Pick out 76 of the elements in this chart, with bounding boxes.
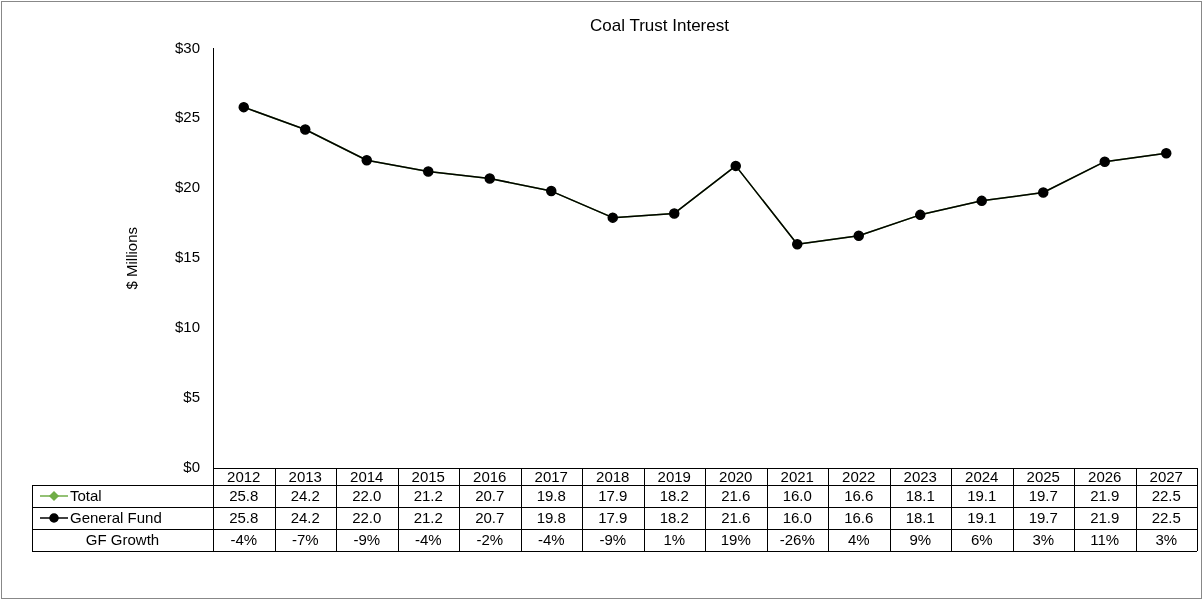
data-label: 22.5 xyxy=(1151,487,1181,505)
x-tick-label: 2013 xyxy=(288,467,322,485)
x-tick-label: 2017 xyxy=(534,467,568,485)
data-label: 21.6 xyxy=(721,509,751,527)
data-label: 18.1 xyxy=(905,487,935,505)
x-tick-label: 2023 xyxy=(903,467,937,485)
data-label: 21.2 xyxy=(413,487,443,505)
text: -4% xyxy=(414,531,442,549)
y-tick-label: $20 xyxy=(174,178,200,196)
text: 4% xyxy=(847,531,870,549)
x-tick-label: 2020 xyxy=(719,467,753,485)
text: -9% xyxy=(599,531,627,549)
text: 9% xyxy=(909,531,932,549)
data-label: 22.0 xyxy=(352,487,382,505)
x-tick-label: 2015 xyxy=(411,467,445,485)
data-label: 16.0 xyxy=(782,509,812,527)
text: -7% xyxy=(291,531,319,549)
data-label: 16.6 xyxy=(844,509,874,527)
y-tick-label: $25 xyxy=(174,108,200,126)
x-tick-label: 2016 xyxy=(473,467,507,485)
data-label: 17.9 xyxy=(598,509,628,527)
text: -26% xyxy=(779,531,815,549)
x-tick-label: 2027 xyxy=(1149,467,1183,485)
data-label: 22.0 xyxy=(352,509,382,527)
x-tick-label: 2014 xyxy=(350,467,384,485)
y-tick-label: $10 xyxy=(174,318,200,336)
data-label: 19.1 xyxy=(967,509,997,527)
text: -9% xyxy=(353,531,381,549)
y-tick-label: $15 xyxy=(174,248,200,266)
chart-title: Coal Trust Interest xyxy=(590,15,730,35)
x-tick-label: 2025 xyxy=(1026,467,1060,485)
data-label: 19.7 xyxy=(1028,509,1058,527)
data-label: 21.6 xyxy=(721,487,751,505)
data-label: 16.6 xyxy=(844,487,874,505)
x-tick-label: 2012 xyxy=(227,467,261,485)
x-tick-label: 2024 xyxy=(965,467,999,485)
data-label: 20.7 xyxy=(475,487,505,505)
data-label: 18.2 xyxy=(659,487,689,505)
text: -4% xyxy=(537,531,565,549)
text: 1% xyxy=(663,531,686,549)
text: GF Growth xyxy=(85,531,160,549)
data-label: 21.2 xyxy=(413,509,443,527)
data-label: 17.9 xyxy=(598,487,628,505)
legend-label: Total xyxy=(70,487,102,505)
y-axis-title: $ Millions xyxy=(123,226,141,290)
legend-label: General Fund xyxy=(70,509,162,527)
x-tick-label: 2018 xyxy=(596,467,630,485)
data-label: 24.2 xyxy=(290,509,320,527)
data-label: 22.5 xyxy=(1151,509,1181,527)
data-label: 19.8 xyxy=(536,487,566,505)
text: -4% xyxy=(230,531,258,549)
x-tick-label: 2019 xyxy=(657,467,691,485)
data-label: 25.8 xyxy=(229,487,259,505)
data-label: 16.0 xyxy=(782,487,812,505)
text: -2% xyxy=(476,531,504,549)
y-tick-label: $30 xyxy=(174,38,200,56)
data-label: 21.9 xyxy=(1090,509,1120,527)
data-label: 21.9 xyxy=(1090,487,1120,505)
data-label: 24.2 xyxy=(290,487,320,505)
y-tick-label: $0 xyxy=(183,458,200,476)
text: 3% xyxy=(1032,531,1055,549)
text: 19% xyxy=(720,531,751,549)
x-tick-label: 2026 xyxy=(1088,467,1122,485)
data-label: 18.2 xyxy=(659,509,689,527)
data-label: 19.8 xyxy=(536,509,566,527)
text: 6% xyxy=(970,531,993,549)
data-label: 19.7 xyxy=(1028,487,1058,505)
data-label: 20.7 xyxy=(475,509,505,527)
data-label: 19.1 xyxy=(967,487,997,505)
text: 11% xyxy=(1090,531,1120,549)
x-tick-label: 2021 xyxy=(780,467,814,485)
text: 3% xyxy=(1155,531,1178,549)
x-tick-label: 2022 xyxy=(842,467,876,485)
data-label: 18.1 xyxy=(905,509,935,527)
y-tick-label: $5 xyxy=(183,388,200,406)
data-label: 25.8 xyxy=(229,509,259,527)
